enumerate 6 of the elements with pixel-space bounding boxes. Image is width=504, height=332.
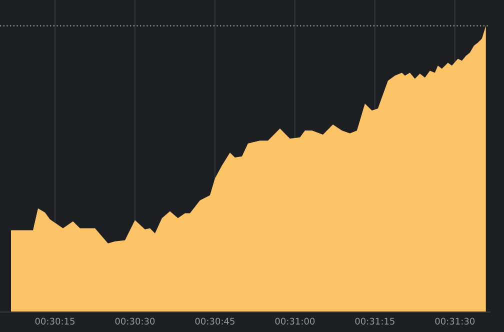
x-tick-label: 00:30:30 [115, 318, 155, 325]
x-tick-label: 00:31:00 [275, 318, 315, 325]
x-tick-label: 00:31:30 [435, 318, 475, 325]
x-tick-label: 00:30:15 [35, 318, 74, 325]
x-tick-label: 00:31:15 [355, 318, 394, 325]
x-tick-label: 00:30:45 [195, 318, 234, 325]
